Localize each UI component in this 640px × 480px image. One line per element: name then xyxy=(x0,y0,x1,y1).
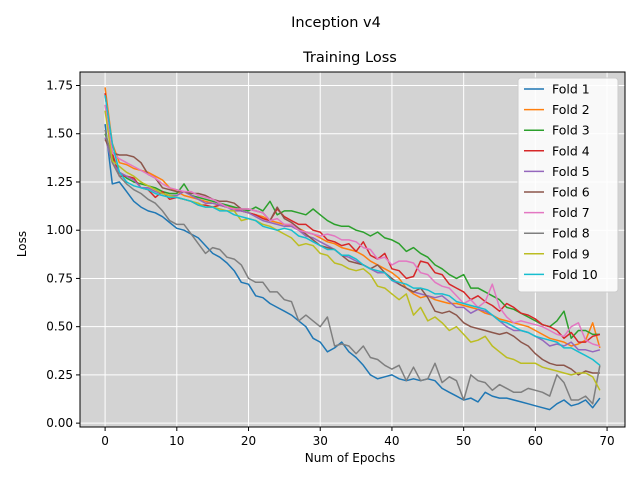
legend-label: Fold 10 xyxy=(552,267,598,282)
legend-label: Fold 9 xyxy=(552,246,590,261)
x-tick-label: 50 xyxy=(456,434,471,448)
legend-label: Fold 1 xyxy=(552,82,590,97)
series-line-fold-10 xyxy=(104,95,601,366)
x-tick-label: 0 xyxy=(101,434,109,448)
x-tick-label: 70 xyxy=(599,434,614,448)
legend-label: Fold 2 xyxy=(552,102,590,117)
legend-label: Fold 7 xyxy=(552,205,590,220)
x-tick-label: 10 xyxy=(169,434,184,448)
legend: Fold 1 Fold 2 Fold 3 Fold 4 Fold 5 Fold 6 Fold… xyxy=(517,77,619,293)
legend-box xyxy=(517,77,619,293)
figure-suptitle: Inception v4 xyxy=(291,15,381,31)
legend-label: Fold 8 xyxy=(552,226,590,241)
x-tick-label: 60 xyxy=(528,434,543,448)
series-line-fold-1 xyxy=(104,124,601,411)
series-line-fold-2 xyxy=(104,87,601,349)
y-tick-label: 1.50 xyxy=(46,127,73,141)
x-axis-ticks: 0 10 20 30 40 50 60 70 xyxy=(101,427,615,448)
y-axis-label: Loss xyxy=(15,231,29,257)
x-tick-label: 40 xyxy=(384,434,399,448)
legend-label: Fold 4 xyxy=(552,143,590,158)
x-axis-label: Num of Epochs xyxy=(305,451,395,465)
y-tick-label: 1.75 xyxy=(46,79,73,93)
legend-label: Fold 3 xyxy=(552,123,590,138)
y-tick-label: 0.00 xyxy=(46,416,73,430)
plot-frame xyxy=(79,71,626,428)
y-axis-ticks: 0.00 0.25 0.50 0.75 1.00 1.25 1.50 1.75 xyxy=(46,79,80,430)
chart-title: Training Loss xyxy=(302,50,397,66)
y-tick-label: 0.25 xyxy=(46,368,73,382)
legend-label: Fold 6 xyxy=(552,185,590,200)
x-tick-label: 30 xyxy=(313,434,328,448)
y-tick-label: 1.25 xyxy=(46,175,73,189)
series-line-fold-8 xyxy=(104,129,601,405)
series-line-fold-6 xyxy=(104,139,600,376)
series-line-fold-7 xyxy=(104,104,601,347)
series-line-fold-5 xyxy=(104,137,601,353)
y-tick-label: 0.50 xyxy=(46,320,73,334)
y-tick-label: 1.00 xyxy=(46,223,73,237)
series-lines xyxy=(104,87,601,411)
y-tick-label: 0.75 xyxy=(46,271,73,285)
legend-label: Fold 5 xyxy=(552,164,590,179)
x-tick-label: 20 xyxy=(241,434,256,448)
